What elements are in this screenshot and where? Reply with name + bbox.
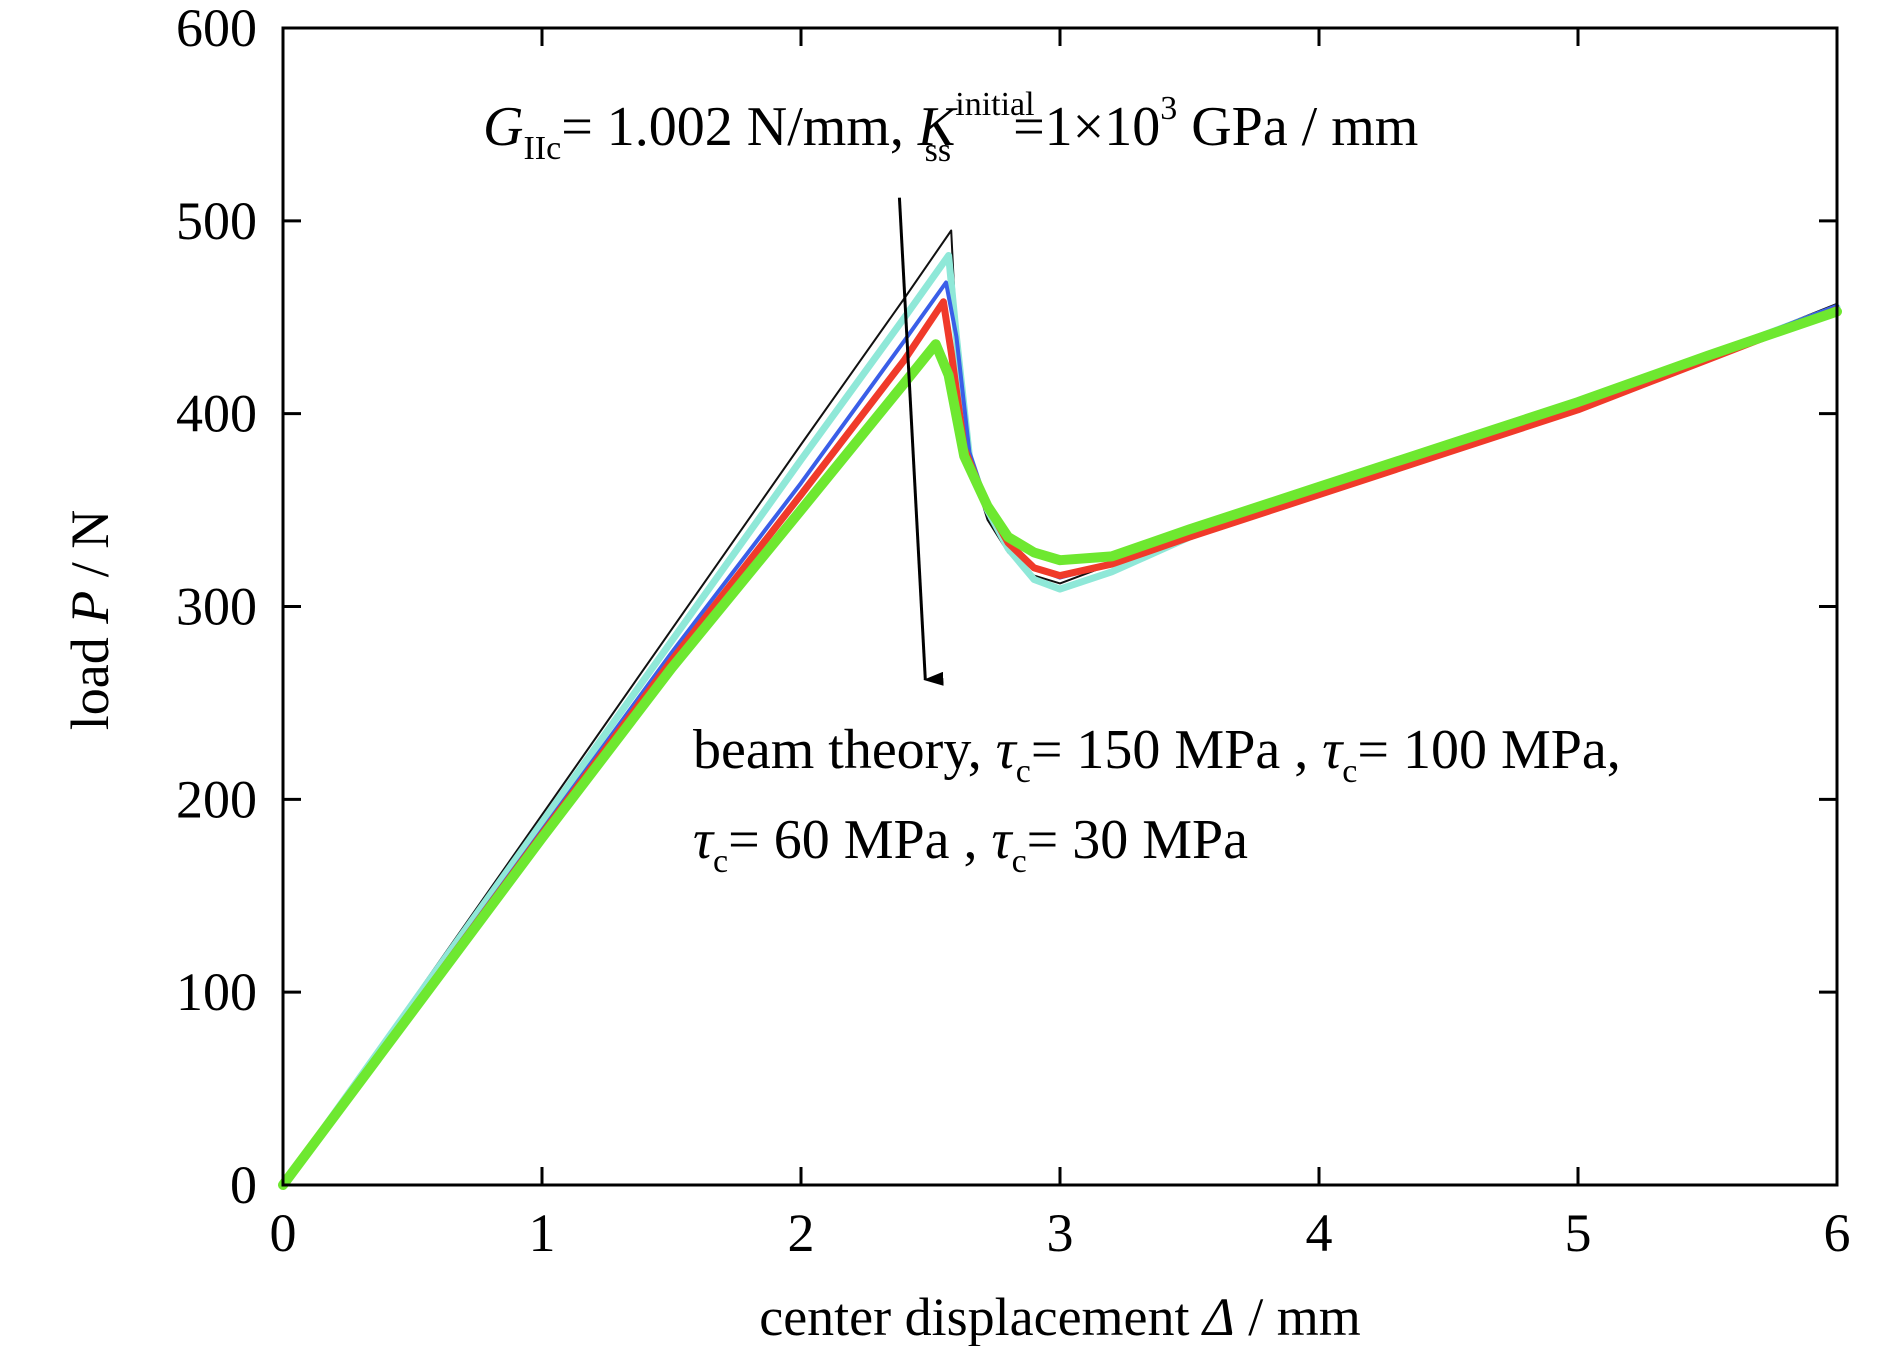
tau-subscript: c (1016, 753, 1031, 790)
tau-subscript: c (713, 843, 728, 880)
plot-frame (281, 26, 1839, 1187)
y-axis-symbol: P (60, 591, 120, 625)
beam-theory-label: beam theory, (693, 719, 996, 781)
y-tick-label: 100 (176, 962, 257, 1022)
g-value: = 1.002 N/mm, (561, 96, 918, 158)
x-tick-label: 6 (1824, 1203, 1851, 1263)
k-unit: GPa / mm (1177, 96, 1418, 158)
tau-30-label: = 30 MPa (1027, 809, 1249, 871)
x-tick-label: 4 (1306, 1203, 1333, 1263)
g-symbol: G (483, 96, 523, 158)
tau-subscript: c (1342, 753, 1357, 790)
y-tick-label: 600 (176, 0, 257, 58)
annotation-bottom-line2: τc= 60 MPa , τc= 30 MPa (693, 809, 1248, 880)
y-axis-suffix: / N (60, 510, 120, 591)
y-tick-label: 0 (230, 1155, 257, 1215)
tau-symbol: τ (992, 809, 1014, 871)
annotation-bottom-line1: beam theory, τc= 150 MPa , τc= 100 MPa, (693, 719, 1621, 790)
x-tick-label: 3 (1047, 1203, 1074, 1263)
y-tick-label: 200 (176, 769, 257, 829)
tau-symbol: τ (693, 809, 715, 871)
tau-60-label: = 60 MPa , (728, 809, 991, 871)
series-layer (278, 229, 1842, 1190)
k-symbol: K (917, 96, 958, 158)
k-exponent: 3 (1160, 90, 1177, 127)
tau-subscript: c (1012, 843, 1027, 880)
k-value: =1×10 (1013, 96, 1160, 158)
y-tick-label: 300 (176, 577, 257, 637)
series-line-1 (282, 229, 1838, 1186)
x-tick-label: 1 (529, 1203, 556, 1263)
tick-layer: 0 1 2 3 4 5 6 0 100 200 300 400 500 600 (176, 0, 1851, 1263)
y-axis-title: load P / N (60, 510, 120, 730)
x-tick-label: 5 (1565, 1203, 1592, 1263)
x-axis-title: center displacement Δ / mm (759, 1287, 1361, 1346)
x-axis-prefix: center displacement (759, 1287, 1203, 1346)
series-line-5 (278, 306, 1842, 1190)
x-axis-symbol: Δ (1201, 1287, 1235, 1346)
annotation-top: GIIc= 1.002 N/mm, Kinitial ss =1×103 GPa /… (483, 86, 1418, 169)
y-tick-label: 400 (176, 384, 257, 444)
x-tick-label: 0 (270, 1203, 297, 1263)
y-tick-label: 500 (176, 191, 257, 251)
tau-symbol: τ (1322, 719, 1344, 781)
tau-symbol: τ (996, 719, 1018, 781)
g-subscript: IIc (523, 130, 561, 167)
annotation-arrow (897, 197, 944, 686)
k-superscript: initial (955, 86, 1034, 123)
k-subscript: ss (925, 132, 951, 169)
x-tick-label: 2 (788, 1203, 815, 1263)
tau-150-label: = 150 MPa , (1031, 719, 1322, 781)
tau-100-label: = 100 MPa, (1357, 719, 1620, 781)
y-axis-prefix: load (60, 624, 120, 730)
x-axis-suffix: / mm (1235, 1287, 1361, 1346)
